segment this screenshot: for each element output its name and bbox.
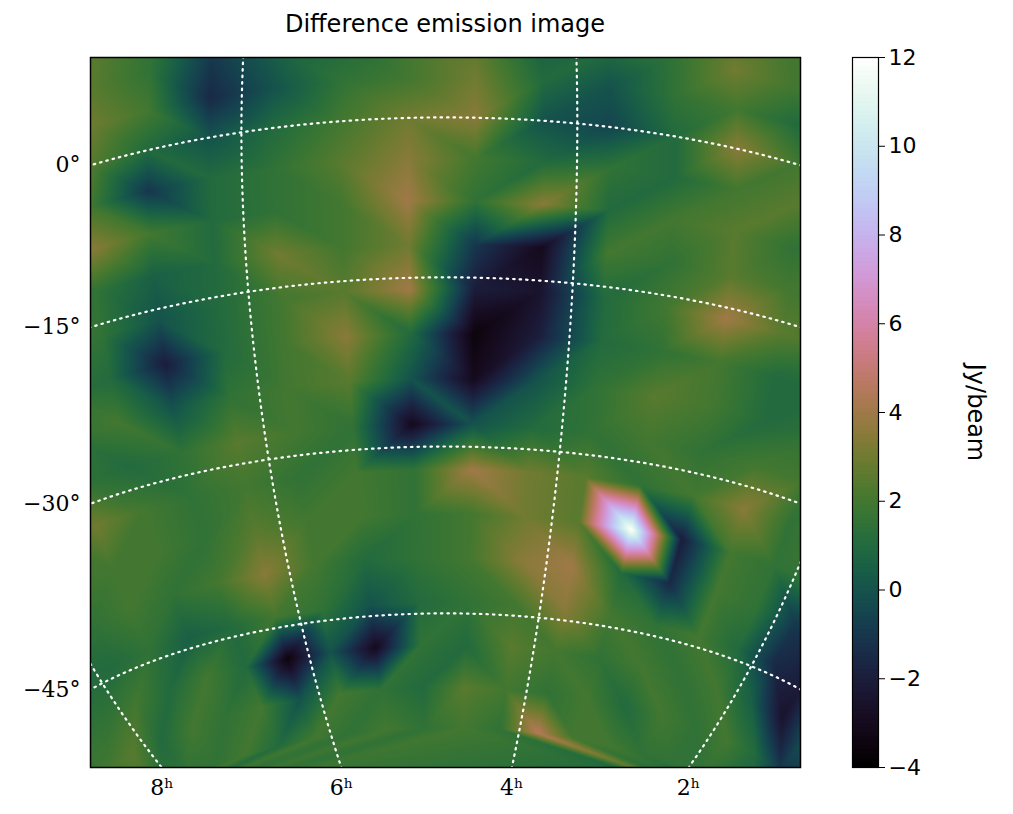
svg-text:8: 8 bbox=[889, 222, 903, 247]
svg-text:2ʰ: 2ʰ bbox=[677, 775, 701, 800]
svg-text:−30°: −30° bbox=[23, 491, 80, 516]
svg-text:6ʰ: 6ʰ bbox=[330, 775, 354, 800]
svg-text:6: 6 bbox=[889, 311, 903, 336]
svg-text:2: 2 bbox=[889, 488, 903, 513]
svg-text:8ʰ: 8ʰ bbox=[150, 775, 174, 800]
html-text:Difference emission image: Difference emission image bbox=[284, 10, 606, 38]
svg-text:12: 12 bbox=[889, 45, 917, 70]
svg-text:−15°: −15° bbox=[23, 314, 80, 339]
svg-text:4ʰ: 4ʰ bbox=[500, 775, 524, 800]
svg-text:−4: −4 bbox=[889, 755, 921, 780]
svg-text:0: 0 bbox=[889, 577, 903, 602]
svg-text:−2: −2 bbox=[889, 666, 921, 691]
svg-text:10: 10 bbox=[889, 133, 917, 158]
svg-text:0°: 0° bbox=[56, 152, 81, 177]
svg-text:4: 4 bbox=[889, 400, 903, 425]
svg-text:−45°: −45° bbox=[23, 677, 80, 702]
svg-text:Jy/beam: Jy/beam bbox=[962, 362, 990, 461]
